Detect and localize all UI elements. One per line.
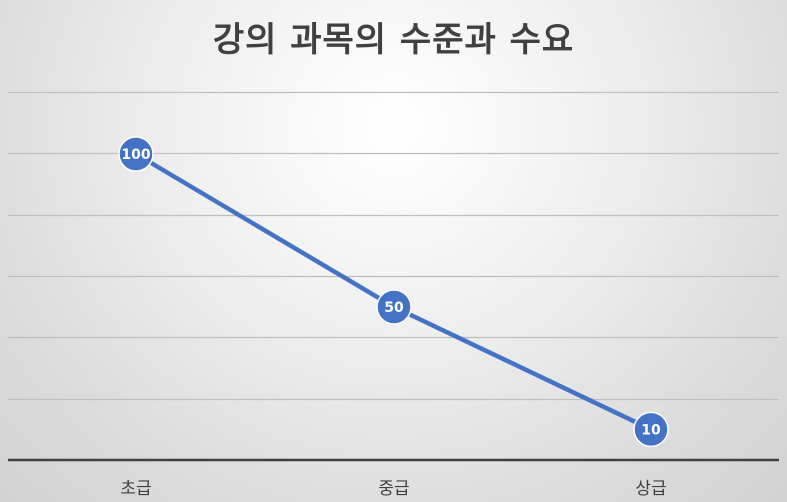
data-label: 100 [121,147,150,163]
x-tick-label: 상급 [635,479,666,499]
x-tick-label: 중급 [378,479,409,499]
data-label: 10 [641,422,661,438]
x-tick-label: 초급 [120,479,151,499]
data-label: 50 [384,300,404,316]
data-point-marker [376,289,412,325]
labels-layer: 100 50 10 [118,136,669,448]
x-axis: 초급 중급 상급 [8,458,779,499]
data-point-marker [633,411,669,448]
data-point-marker [118,136,154,172]
chart-title: 강의 과목의 수준과 수요 [212,20,575,60]
gridlines [8,91,779,401]
